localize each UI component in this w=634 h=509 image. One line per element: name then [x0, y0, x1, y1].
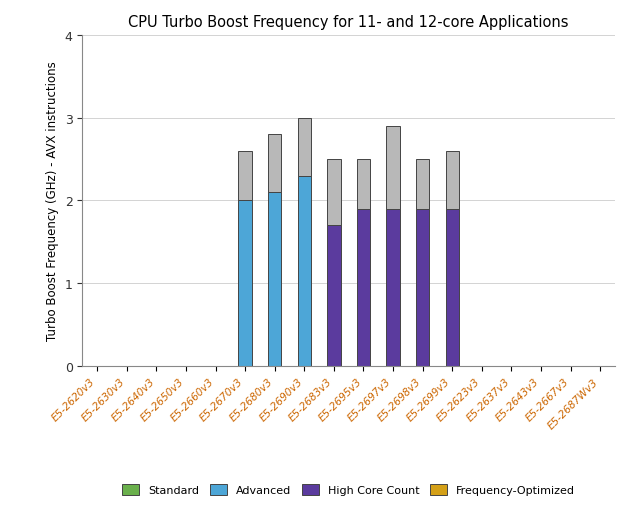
Bar [327, 160, 340, 226]
Bar [268, 193, 281, 366]
Bar [298, 118, 311, 176]
Bar [238, 151, 252, 201]
Bar [238, 201, 252, 366]
Y-axis label: Turbo Boost Frequency (GHz) - AVX instructions: Turbo Boost Frequency (GHz) - AVX instru… [46, 62, 59, 341]
Bar [357, 209, 370, 366]
Bar [386, 127, 399, 209]
Bar [268, 135, 281, 193]
Bar [416, 160, 429, 209]
Bar [446, 151, 459, 209]
Bar [446, 209, 459, 366]
Bar [298, 176, 311, 366]
Bar [386, 209, 399, 366]
Legend: Standard, Advanced, High Core Count, Frequency-Optimized: Standard, Advanced, High Core Count, Fre… [118, 479, 579, 500]
Bar [357, 160, 370, 209]
Bar [416, 209, 429, 366]
Bar [327, 226, 340, 366]
Title: CPU Turbo Boost Frequency for 11- and 12-core Applications: CPU Turbo Boost Frequency for 11- and 12… [129, 15, 569, 31]
